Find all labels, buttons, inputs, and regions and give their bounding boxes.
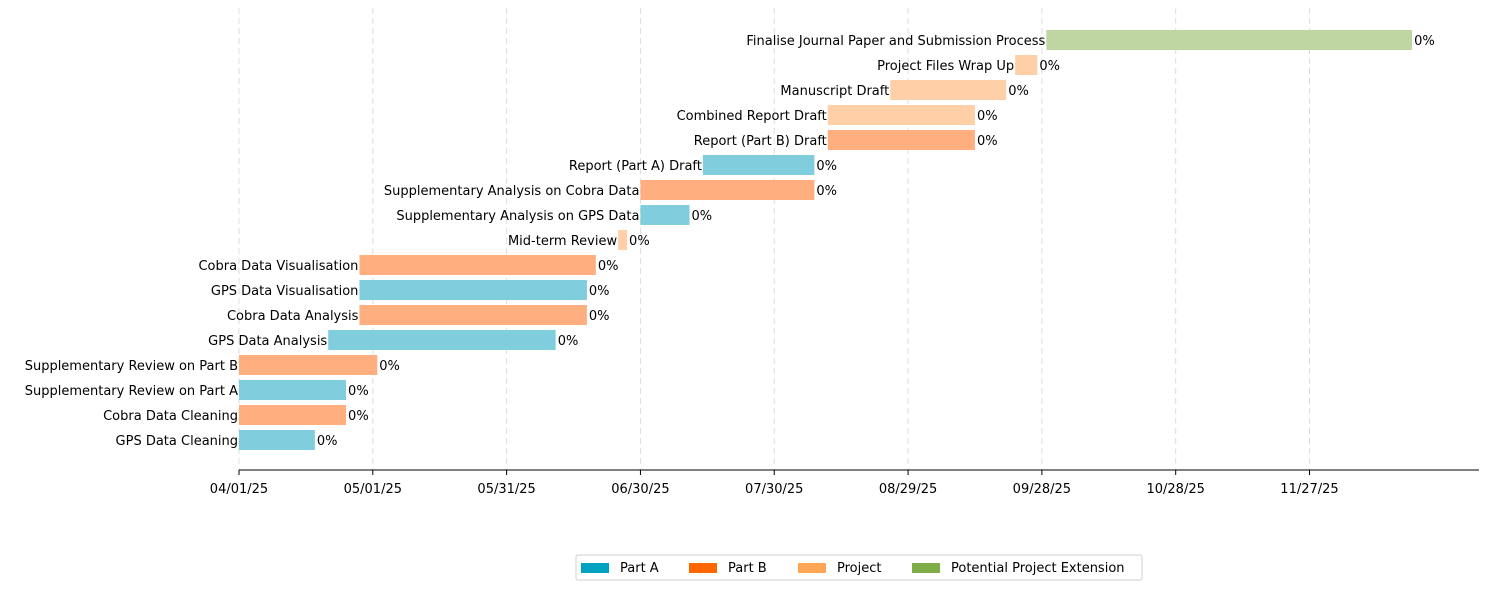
task-bar bbox=[239, 430, 315, 450]
task-label: Report (Part A) Draft bbox=[569, 159, 702, 174]
completion-label: 0% bbox=[317, 434, 338, 449]
x-tick-label: 04/01/25 bbox=[210, 482, 268, 497]
task-row: Supplementary Review on Part B 0% bbox=[25, 355, 400, 375]
task-row: Manuscript Draft 0% bbox=[780, 80, 1029, 100]
task-label: Project Files Wrap Up bbox=[877, 59, 1014, 74]
completion-label: 0% bbox=[348, 409, 369, 424]
legend-entry: Part B bbox=[689, 561, 767, 576]
task-row: GPS Data Analysis 0% bbox=[208, 330, 578, 350]
task-row: Project Files Wrap Up 0% bbox=[877, 55, 1060, 75]
completion-label: 0% bbox=[589, 284, 610, 299]
completion-label: 0% bbox=[816, 159, 837, 174]
task-bar bbox=[640, 205, 690, 225]
legend: Part A Part B Project Potential Project Ext… bbox=[575, 554, 1143, 581]
task-row: Finalise Journal Paper and Submission Pr… bbox=[746, 30, 1435, 50]
x-tick-label: 11/27/25 bbox=[1280, 482, 1338, 497]
completion-label: 0% bbox=[348, 384, 369, 399]
legend-entry: Potential Project Extension bbox=[912, 561, 1125, 576]
task-row: GPS Data Visualisation 0% bbox=[211, 280, 610, 300]
task-row: Cobra Data Cleaning 0% bbox=[103, 405, 369, 425]
legend-entry: Project bbox=[798, 561, 881, 576]
legend-entry: Part A bbox=[581, 561, 659, 576]
task-row: Supplementary Analysis on Cobra Data 0% bbox=[384, 180, 837, 200]
task-label: Supplementary Analysis on Cobra Data bbox=[384, 184, 640, 199]
x-tick-label: 06/30/25 bbox=[611, 482, 669, 497]
grid-lines bbox=[238, 8, 1311, 470]
task-bar bbox=[618, 230, 628, 250]
task-bar bbox=[890, 80, 1007, 100]
x-tick-label: 05/31/25 bbox=[477, 482, 535, 497]
task-row: Supplementary Review on Part A 0% bbox=[25, 380, 369, 400]
task-label: GPS Data Analysis bbox=[208, 334, 327, 349]
legend-swatch bbox=[581, 563, 609, 573]
completion-label: 0% bbox=[1039, 59, 1060, 74]
task-label: GPS Data Visualisation bbox=[211, 284, 359, 299]
task-bar bbox=[827, 105, 975, 125]
task-row: Report (Part B) Draft 0% bbox=[694, 130, 998, 150]
task-bar bbox=[1046, 30, 1413, 50]
legend-swatch bbox=[912, 563, 940, 573]
legend-swatch bbox=[798, 563, 826, 573]
task-label: Supplementary Review on Part A bbox=[25, 384, 238, 399]
task-row: Mid-term Review 0% bbox=[508, 230, 650, 250]
legend-label: Part A bbox=[620, 561, 659, 576]
legend-frame bbox=[575, 554, 1143, 581]
completion-label: 0% bbox=[977, 134, 998, 149]
task-bar bbox=[1015, 55, 1038, 75]
completion-label: 0% bbox=[598, 259, 619, 274]
task-bar bbox=[359, 305, 587, 325]
completion-label: 0% bbox=[558, 334, 579, 349]
task-bar bbox=[239, 405, 347, 425]
task-bar bbox=[328, 330, 556, 350]
completion-label: 0% bbox=[379, 359, 400, 374]
task-bars: GPS Data Cleaning 0% Cobra Data Cleaning 0%… bbox=[25, 30, 1435, 450]
legend-label: Project bbox=[837, 561, 881, 576]
legend-label: Part B bbox=[728, 561, 767, 576]
x-tick-label: 07/30/25 bbox=[745, 482, 803, 497]
task-label: Manuscript Draft bbox=[780, 84, 889, 99]
task-row: Supplementary Analysis on GPS Data 0% bbox=[396, 205, 712, 225]
task-row: GPS Data Cleaning 0% bbox=[116, 430, 338, 450]
completion-label: 0% bbox=[629, 234, 650, 249]
completion-label: 0% bbox=[1414, 34, 1435, 49]
x-tick-label: 05/01/25 bbox=[344, 482, 402, 497]
legend-label: Potential Project Extension bbox=[951, 561, 1125, 576]
x-tick-label: 10/28/25 bbox=[1146, 482, 1204, 497]
completion-label: 0% bbox=[692, 209, 713, 224]
task-row: Combined Report Draft 0% bbox=[677, 105, 998, 125]
task-label: Cobra Data Cleaning bbox=[103, 409, 238, 424]
task-label: Supplementary Review on Part B bbox=[25, 359, 238, 374]
completion-label: 0% bbox=[1008, 84, 1029, 99]
task-label: Finalise Journal Paper and Submission Pr… bbox=[746, 34, 1045, 49]
task-label: Combined Report Draft bbox=[677, 109, 827, 124]
completion-label: 0% bbox=[816, 184, 837, 199]
task-label: Cobra Data Analysis bbox=[227, 309, 359, 324]
x-tick-label: 09/28/25 bbox=[1013, 482, 1071, 497]
task-row: Cobra Data Analysis 0% bbox=[227, 305, 610, 325]
x-axis: 04/01/25 05/01/25 05/31/25 06/30/25 07/30/25… bbox=[210, 469, 1479, 497]
task-label: Supplementary Analysis on GPS Data bbox=[396, 209, 639, 224]
task-bar bbox=[702, 155, 815, 175]
task-label: Report (Part B) Draft bbox=[694, 134, 827, 149]
x-tick-label: 08/29/25 bbox=[879, 482, 937, 497]
task-row: Cobra Data Visualisation 0% bbox=[198, 255, 618, 275]
task-bar bbox=[640, 180, 815, 200]
task-bar bbox=[827, 130, 975, 150]
task-label: GPS Data Cleaning bbox=[116, 434, 238, 449]
completion-label: 0% bbox=[589, 309, 610, 324]
task-bar bbox=[359, 255, 596, 275]
task-label: Mid-term Review bbox=[508, 234, 618, 249]
completion-label: 0% bbox=[977, 109, 998, 124]
legend-swatch bbox=[689, 563, 717, 573]
task-row: Report (Part A) Draft 0% bbox=[569, 155, 837, 175]
task-bar bbox=[359, 280, 587, 300]
task-bar bbox=[239, 380, 347, 400]
task-label: Cobra Data Visualisation bbox=[198, 259, 358, 274]
task-bar bbox=[239, 355, 378, 375]
